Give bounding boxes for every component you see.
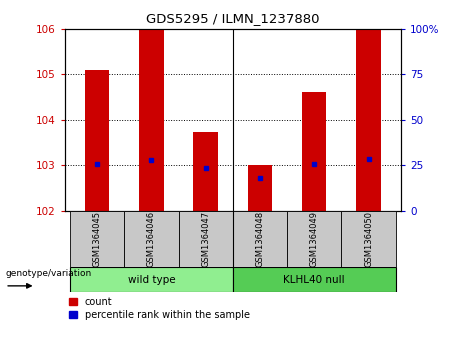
Text: GSM1364045: GSM1364045 [93, 211, 101, 267]
Legend: count, percentile rank within the sample: count, percentile rank within the sample [70, 297, 250, 320]
Bar [139, 29, 164, 211]
Bar [287, 211, 341, 267]
Bar [233, 267, 396, 292]
Text: wild type: wild type [128, 274, 175, 285]
Bar [248, 165, 272, 211]
Bar [178, 211, 233, 267]
Bar [302, 91, 326, 211]
Bar [233, 211, 287, 267]
Bar [70, 211, 124, 267]
Bar [124, 211, 178, 267]
Bar [85, 70, 109, 211]
Bar [70, 267, 233, 292]
Text: GSM1364050: GSM1364050 [364, 211, 373, 267]
Text: GSM1364048: GSM1364048 [255, 211, 265, 267]
Title: GDS5295 / ILMN_1237880: GDS5295 / ILMN_1237880 [146, 12, 319, 25]
Text: GSM1364049: GSM1364049 [310, 211, 319, 267]
Text: KLHL40 null: KLHL40 null [284, 274, 345, 285]
Text: GSM1364046: GSM1364046 [147, 211, 156, 267]
Text: genotype/variation: genotype/variation [5, 269, 91, 278]
Bar [341, 211, 396, 267]
Text: GSM1364047: GSM1364047 [201, 211, 210, 267]
Bar [194, 132, 218, 211]
Bar [356, 29, 381, 211]
